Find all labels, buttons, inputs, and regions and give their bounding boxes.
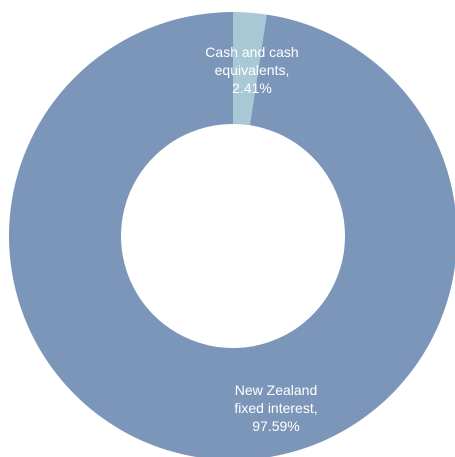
data-label-line: 2.41%: [232, 80, 272, 96]
data-label-cash-and-cash-equivalents: Cash and cash equivalents, 2.41%: [205, 44, 298, 96]
data-label-new-zealand-fixed-interest: New Zealand fixed interest, 97.59%: [234, 382, 317, 434]
data-label-line: Cash and cash: [205, 44, 298, 60]
data-labels: Cash and cash equivalents, 2.41% New Zealan…: [205, 44, 317, 434]
data-label-line: 97.59%: [252, 418, 299, 434]
data-label-line: fixed interest,: [234, 400, 317, 416]
slices: [9, 12, 455, 457]
data-label-line: equivalents,: [215, 62, 290, 78]
slice-new-zealand-fixed-interest: [9, 12, 455, 457]
slice-cash-and-cash-equivalents: [233, 12, 267, 126]
data-label-line: New Zealand: [235, 382, 318, 398]
